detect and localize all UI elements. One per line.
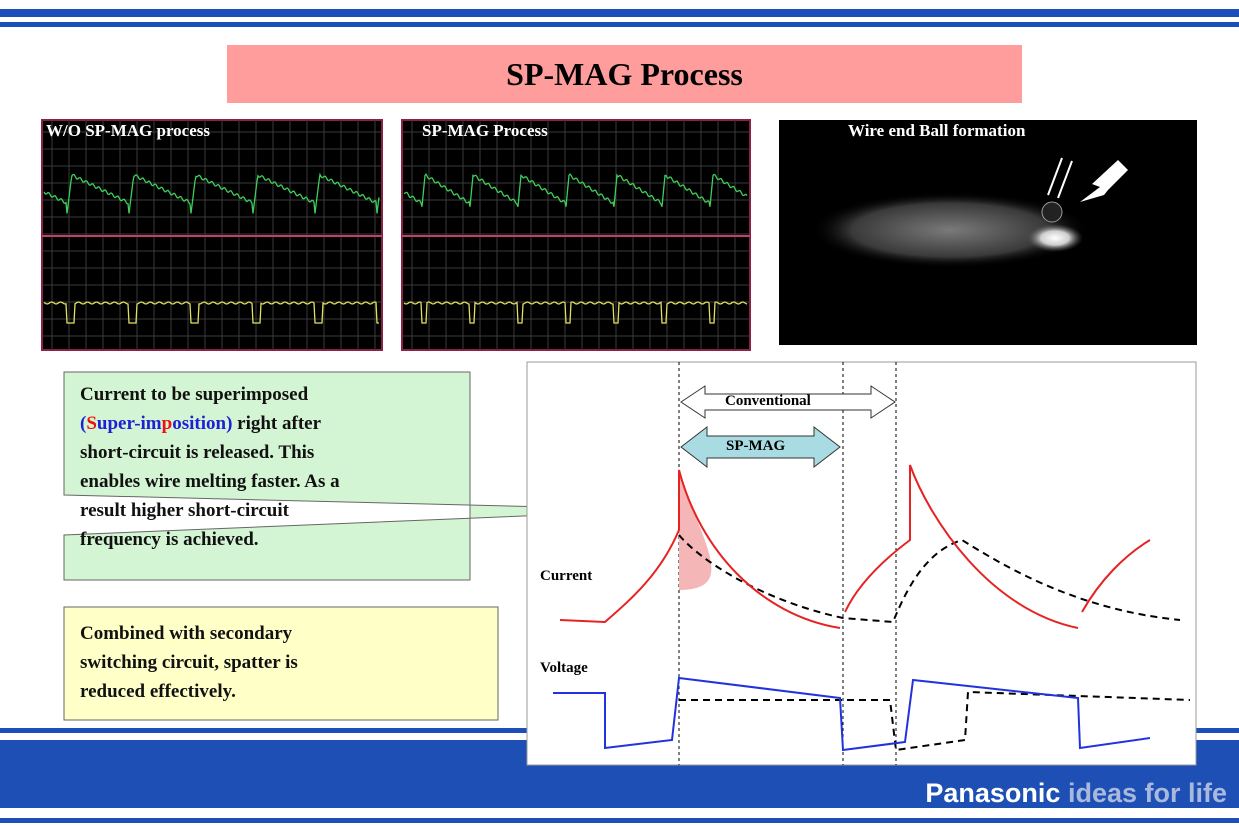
line: enables wire melting faster. As a [80, 467, 340, 496]
tagline: ideas for life [1067, 778, 1227, 808]
brand: Panasonic ideas for life [925, 778, 1227, 809]
panel-label: SP-MAG Process [422, 121, 548, 140]
current-trace [43, 172, 380, 214]
line: result higher short-circuit [80, 496, 340, 525]
line: Combined with secondary [80, 623, 293, 644]
text: p [161, 413, 173, 434]
top-bar [0, 22, 1239, 27]
brand-name: Panasonic [925, 778, 1061, 808]
text: right after [232, 413, 322, 434]
line: Current to be superimposed [80, 380, 340, 409]
line: short-circuit is released. This [80, 438, 340, 467]
line: switching circuit, spatter is [80, 652, 298, 673]
current-trace [403, 173, 748, 207]
photo-arrow [1080, 160, 1128, 202]
current-spmag [559, 464, 1151, 629]
top-bar [0, 9, 1239, 17]
spmag-label: SP-MAG [726, 438, 786, 454]
diagram-frame [526, 361, 1197, 766]
title: SP-MAG Process [227, 45, 1022, 103]
current-conventional [678, 534, 1181, 624]
photo-hot [1027, 224, 1083, 252]
text: result higher short-circuit [80, 500, 289, 521]
wire-ball [1041, 201, 1063, 223]
current-label: Current [540, 568, 593, 584]
text: Current to be superimposed [80, 384, 309, 405]
spmag-arrow [680, 425, 841, 469]
green-callout-text: Current to be superimposed (Super-imposi… [80, 380, 340, 554]
voltage-label: Voltage [540, 660, 588, 676]
conventional-label: Conventional [725, 393, 811, 409]
panel-label: Wire end Ball formation [848, 121, 1026, 140]
text: enables wire melting faster. As a [80, 471, 340, 492]
yellow-callout [63, 606, 499, 721]
text: uper-im [96, 413, 162, 434]
green-callout [63, 371, 671, 581]
text: frequency is achieved. [80, 529, 259, 550]
text: ( [80, 413, 87, 434]
conventional-arrow [680, 385, 896, 419]
voltage-spmag [553, 676, 1151, 752]
photo-glow [810, 192, 1090, 268]
photo-mark [1057, 160, 1073, 199]
voltage-trace [43, 301, 379, 324]
line: (Super-imposition) right after [80, 409, 340, 438]
line: frequency is achieved. [80, 525, 340, 554]
text: S [86, 413, 97, 434]
bottom-line [0, 818, 1239, 823]
photo-mark [1047, 157, 1063, 196]
voltage-trace [403, 301, 748, 324]
line: reduced effectively. [80, 681, 236, 702]
yellow-callout-text: Combined with secondary switching circui… [80, 619, 298, 706]
text: osition) [172, 413, 233, 434]
text: short-circuit is released. This [80, 442, 315, 463]
panel-label: W/O SP-MAG process [46, 121, 211, 140]
